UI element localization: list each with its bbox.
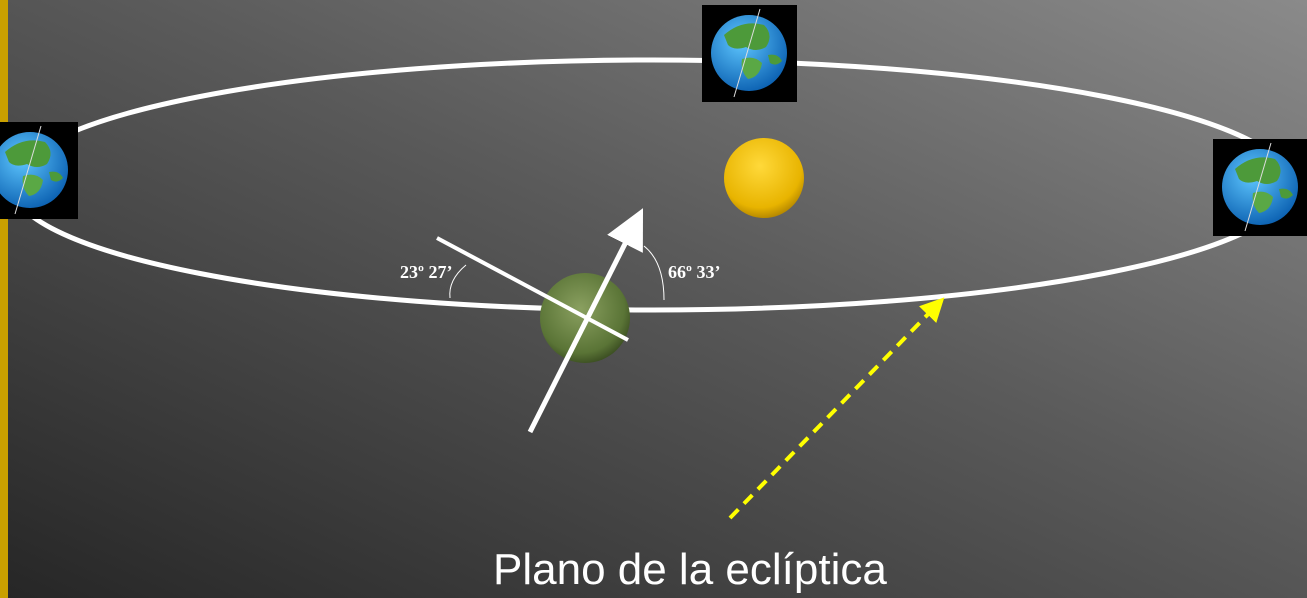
caption: Plano de la eclíptica: [493, 545, 887, 594]
side-stripe: [0, 0, 8, 598]
angle-label: 66º 33’: [668, 262, 720, 282]
earth-right: [1213, 139, 1307, 236]
angle-label: 23º 27’: [400, 262, 452, 282]
sun: [724, 138, 804, 218]
earth-left: [0, 122, 78, 219]
background: [0, 0, 1307, 598]
diagram: 23º 27’ 66º 33’ Plano de la eclíptica: [0, 0, 1307, 598]
earth-top: [702, 5, 797, 102]
